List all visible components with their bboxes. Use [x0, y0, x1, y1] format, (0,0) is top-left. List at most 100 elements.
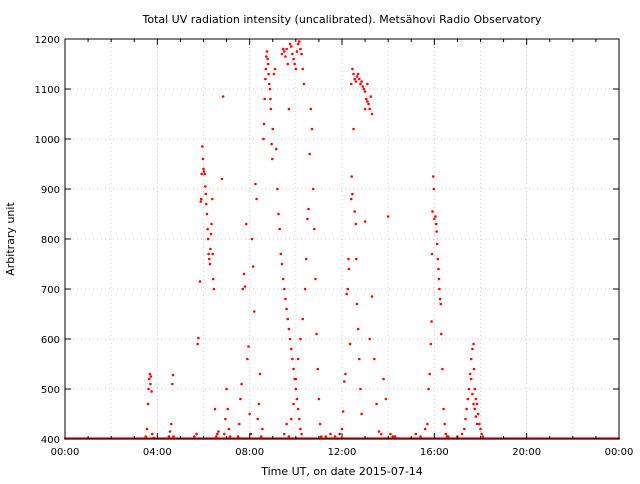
data-point — [423, 427, 427, 431]
data-point — [310, 127, 314, 131]
data-point — [355, 257, 358, 261]
data-point — [286, 62, 290, 66]
data-point — [256, 417, 260, 421]
data-point — [202, 167, 205, 171]
data-point — [287, 435, 291, 438]
data-point — [354, 222, 358, 226]
data-point — [264, 67, 268, 71]
data-point — [355, 75, 359, 78]
data-point — [419, 435, 422, 438]
data-point — [384, 397, 388, 401]
data-point — [309, 107, 313, 111]
data-point — [204, 185, 207, 188]
data-point — [204, 192, 208, 196]
data-point — [430, 320, 433, 323]
y-tick-label: 1200 — [35, 35, 60, 46]
data-point — [257, 402, 261, 406]
data-point — [272, 72, 276, 76]
data-point — [200, 172, 203, 176]
data-point — [431, 175, 435, 178]
data-point — [366, 100, 369, 103]
data-point — [287, 107, 291, 111]
data-point — [435, 230, 438, 233]
data-point — [270, 142, 273, 146]
data-point — [267, 72, 270, 76]
data-point — [249, 432, 253, 436]
data-point — [237, 422, 241, 426]
data-point — [460, 432, 464, 436]
data-point — [270, 157, 274, 161]
data-point — [172, 435, 175, 438]
data-point — [225, 387, 228, 391]
data-point — [353, 210, 356, 213]
data-point — [306, 217, 309, 221]
data-point — [317, 397, 321, 401]
x-tick-label: 08:00 — [235, 447, 264, 458]
data-point — [208, 262, 212, 266]
data-point — [311, 187, 315, 191]
data-point — [302, 82, 306, 86]
data-point — [297, 417, 301, 421]
data-point — [329, 432, 332, 436]
data-point — [352, 72, 355, 76]
data-point — [251, 265, 255, 268]
grid — [65, 39, 619, 439]
data-point — [292, 57, 295, 61]
data-point — [145, 427, 149, 431]
data-point — [361, 85, 365, 88]
data-point — [280, 262, 284, 266]
data-point — [370, 112, 374, 116]
x-tick-label: 04:00 — [143, 447, 172, 458]
data-point — [301, 317, 305, 321]
data-point — [281, 47, 285, 51]
data-point — [192, 435, 196, 438]
data-point — [349, 197, 353, 201]
data-point — [265, 50, 269, 53]
data-point — [480, 432, 483, 436]
data-point — [210, 222, 213, 226]
data-point — [375, 402, 378, 406]
data-point — [437, 267, 440, 271]
data-point — [350, 175, 353, 178]
data-point — [345, 292, 348, 296]
data-point — [247, 345, 250, 348]
data-point — [393, 435, 397, 438]
data-point — [473, 387, 477, 391]
y-tick-label: 500 — [41, 385, 60, 396]
data-point — [333, 435, 337, 438]
data-point — [476, 412, 480, 416]
data-point — [203, 172, 206, 176]
data-point — [262, 137, 265, 141]
y-tick-label: 700 — [41, 285, 60, 296]
data-point — [243, 285, 247, 288]
data-point — [258, 372, 262, 376]
data-point — [359, 387, 362, 391]
data-point — [268, 87, 272, 91]
data-point — [295, 397, 299, 401]
data-point — [433, 217, 436, 221]
data-point — [224, 417, 227, 421]
data-point — [220, 177, 224, 181]
data-point — [169, 422, 173, 426]
data-point — [171, 382, 174, 386]
y-axis-label: Arbitrary unit — [4, 202, 17, 276]
data-point — [267, 82, 271, 86]
data-point — [347, 267, 351, 271]
data-point — [289, 45, 293, 48]
data-point — [315, 332, 318, 336]
data-point — [472, 402, 475, 406]
x-tick-label: 00:00 — [605, 447, 634, 458]
data-point — [196, 342, 200, 346]
data-points — [144, 40, 485, 440]
x-tick-label: 20:00 — [512, 447, 541, 458]
data-point — [346, 287, 350, 291]
data-point — [144, 435, 148, 438]
data-point — [359, 82, 362, 86]
data-point — [465, 407, 468, 411]
data-point — [426, 422, 429, 426]
data-point — [379, 432, 383, 436]
data-point — [300, 52, 303, 56]
data-point — [285, 422, 288, 426]
data-point — [292, 367, 295, 371]
data-point — [209, 247, 212, 251]
